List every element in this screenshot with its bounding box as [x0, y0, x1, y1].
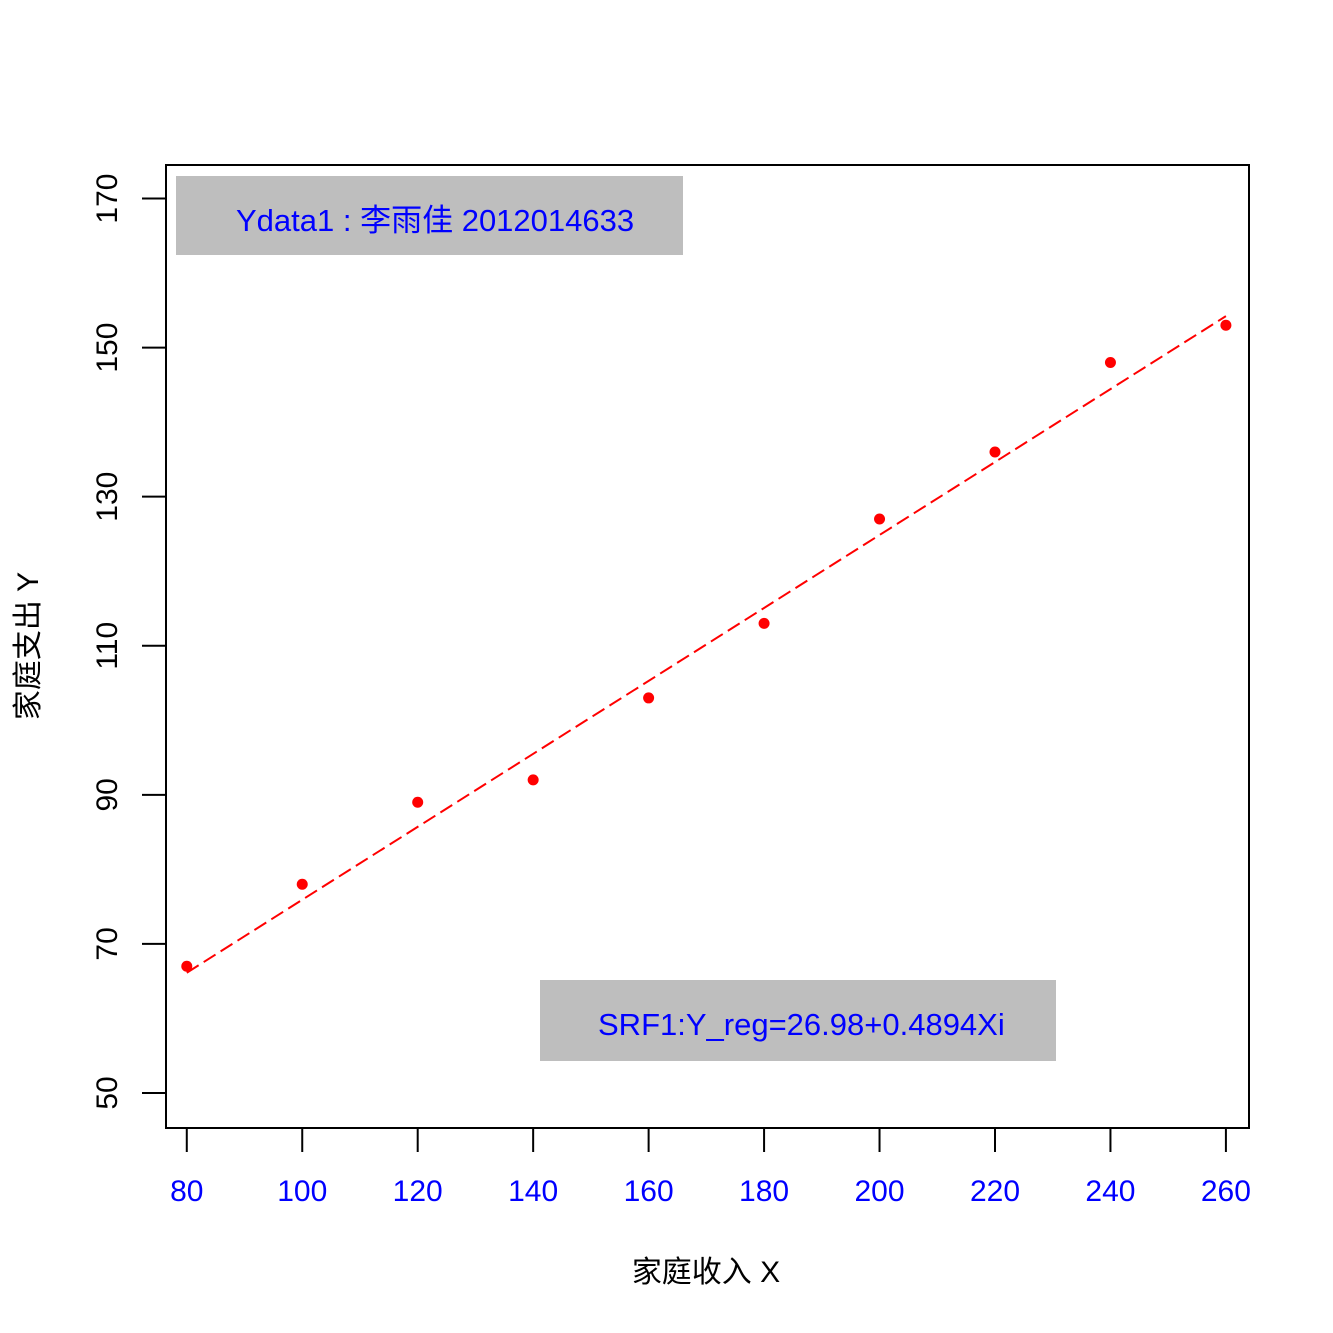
x-tick-label: 180	[739, 1175, 789, 1208]
data-point	[296, 878, 308, 890]
x-tick-label: 220	[970, 1175, 1020, 1208]
data-point	[1104, 357, 1116, 369]
x-axis-label: 家庭收入 X	[632, 1256, 780, 1289]
y-tick-label: 130	[91, 472, 124, 522]
data-point	[181, 960, 193, 972]
x-tick-label: 260	[1201, 1175, 1251, 1208]
regression-line	[186, 315, 1227, 974]
data-point	[643, 692, 655, 704]
y-tick-label: 170	[91, 174, 124, 224]
data-point	[874, 513, 886, 525]
y-axis: 50 70 90 110 130 150 170	[91, 174, 167, 1110]
annotation-text: Ydata1 : 李雨佳 2012014633	[236, 203, 634, 238]
data-point	[989, 446, 1001, 458]
annotation-box	[176, 176, 683, 255]
y-tick-label: 150	[91, 323, 124, 373]
regression-layer	[186, 315, 1227, 974]
points-layer	[181, 319, 1232, 972]
y-tick-label: 90	[91, 778, 124, 811]
x-tick-label: 200	[855, 1175, 905, 1208]
x-axis: 80 100 120 140 160 180 200 220 240 260	[170, 1127, 1251, 1208]
data-point	[527, 774, 539, 786]
y-tick-label: 70	[91, 927, 124, 960]
y-tick-label: 50	[91, 1076, 124, 1109]
x-tick-label: 140	[508, 1175, 558, 1208]
x-tick-label: 100	[277, 1175, 327, 1208]
x-tick-label: 160	[624, 1175, 674, 1208]
annotation-box	[540, 980, 1056, 1061]
data-point	[758, 617, 770, 629]
data-point	[1220, 319, 1232, 331]
x-tick-label: 120	[393, 1175, 443, 1208]
y-tick-label: 110	[91, 622, 124, 670]
annotation-text: SRF1:Y_reg=26.98+0.4894Xi	[598, 1007, 1005, 1042]
x-tick-label: 240	[1085, 1175, 1135, 1208]
x-tick-label: 80	[170, 1175, 203, 1208]
data-point	[412, 796, 424, 808]
y-axis-label: 家庭支出 Y	[12, 572, 45, 720]
annotation-layer: Ydata1 : 李雨佳 2012014633 SRF1:Y_reg=26.98+…	[176, 176, 1056, 1061]
